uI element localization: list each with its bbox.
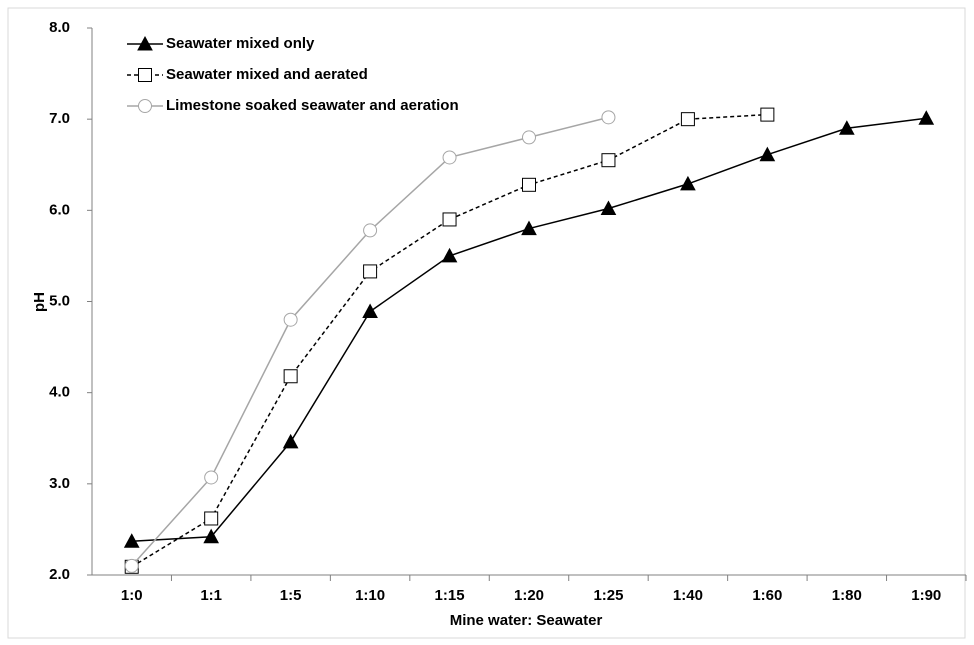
data-point [282, 433, 299, 449]
series-line [131, 113, 768, 568]
data-point [204, 511, 219, 526]
data-point [203, 528, 220, 544]
x-tick-label: 1:20 [514, 587, 544, 604]
data-point [283, 312, 298, 327]
y-tick-label: 3.0 [49, 475, 70, 492]
x-axis-label: Mine water: Seawater [450, 612, 603, 629]
legend-label: Seawater mixed and aerated [166, 66, 368, 83]
x-tick-label: 1:60 [752, 587, 782, 604]
data-point [600, 200, 617, 216]
data-point [759, 146, 776, 162]
data-point [838, 120, 855, 135]
chart-frame [7, 7, 966, 639]
data-point [680, 175, 696, 191]
y-axis-label: pH [31, 292, 48, 312]
data-point [442, 150, 457, 165]
x-tick-label: 1:80 [832, 587, 862, 604]
data-point [601, 110, 616, 125]
legend-label: Seawater mixed only [166, 35, 315, 52]
data-point [123, 533, 140, 548]
x-tick-label: 1:10 [355, 587, 385, 604]
y-tick-label: 7.0 [49, 110, 70, 127]
y-tick-label: 2.0 [49, 566, 70, 583]
data-point [680, 112, 695, 127]
data-point [362, 303, 378, 319]
data-point [522, 177, 536, 192]
y-tick-label: 8.0 [49, 19, 70, 36]
legend-label: Limestone soaked seawater and aeration [166, 97, 459, 114]
y-tick-label: 6.0 [49, 201, 70, 218]
x-tick-label: 1:0 [121, 587, 143, 604]
data-point [204, 470, 219, 485]
data-point [521, 220, 537, 236]
legend-marker [138, 68, 152, 82]
x-tick-label: 1:15 [435, 587, 465, 604]
legend-marker [138, 99, 152, 113]
data-point [363, 223, 378, 238]
data-point [522, 130, 536, 145]
x-tick-label: 1:1 [200, 587, 222, 604]
data-point [363, 264, 378, 279]
data-point [124, 558, 139, 573]
data-point [760, 107, 775, 122]
x-tick-label: 1:90 [911, 587, 941, 604]
x-tick-label: 1:40 [673, 587, 703, 604]
data-point [442, 212, 457, 227]
data-point [918, 110, 935, 125]
legend-marker [137, 35, 153, 51]
data-point [441, 247, 458, 263]
y-tick-label: 4.0 [49, 384, 70, 401]
series-line [131, 116, 609, 567]
data-point [601, 153, 616, 168]
x-tick-label: 1:5 [280, 587, 302, 604]
data-point [283, 369, 298, 384]
y-tick-label: 5.0 [49, 292, 70, 309]
x-tick-label: 1:25 [593, 587, 623, 604]
